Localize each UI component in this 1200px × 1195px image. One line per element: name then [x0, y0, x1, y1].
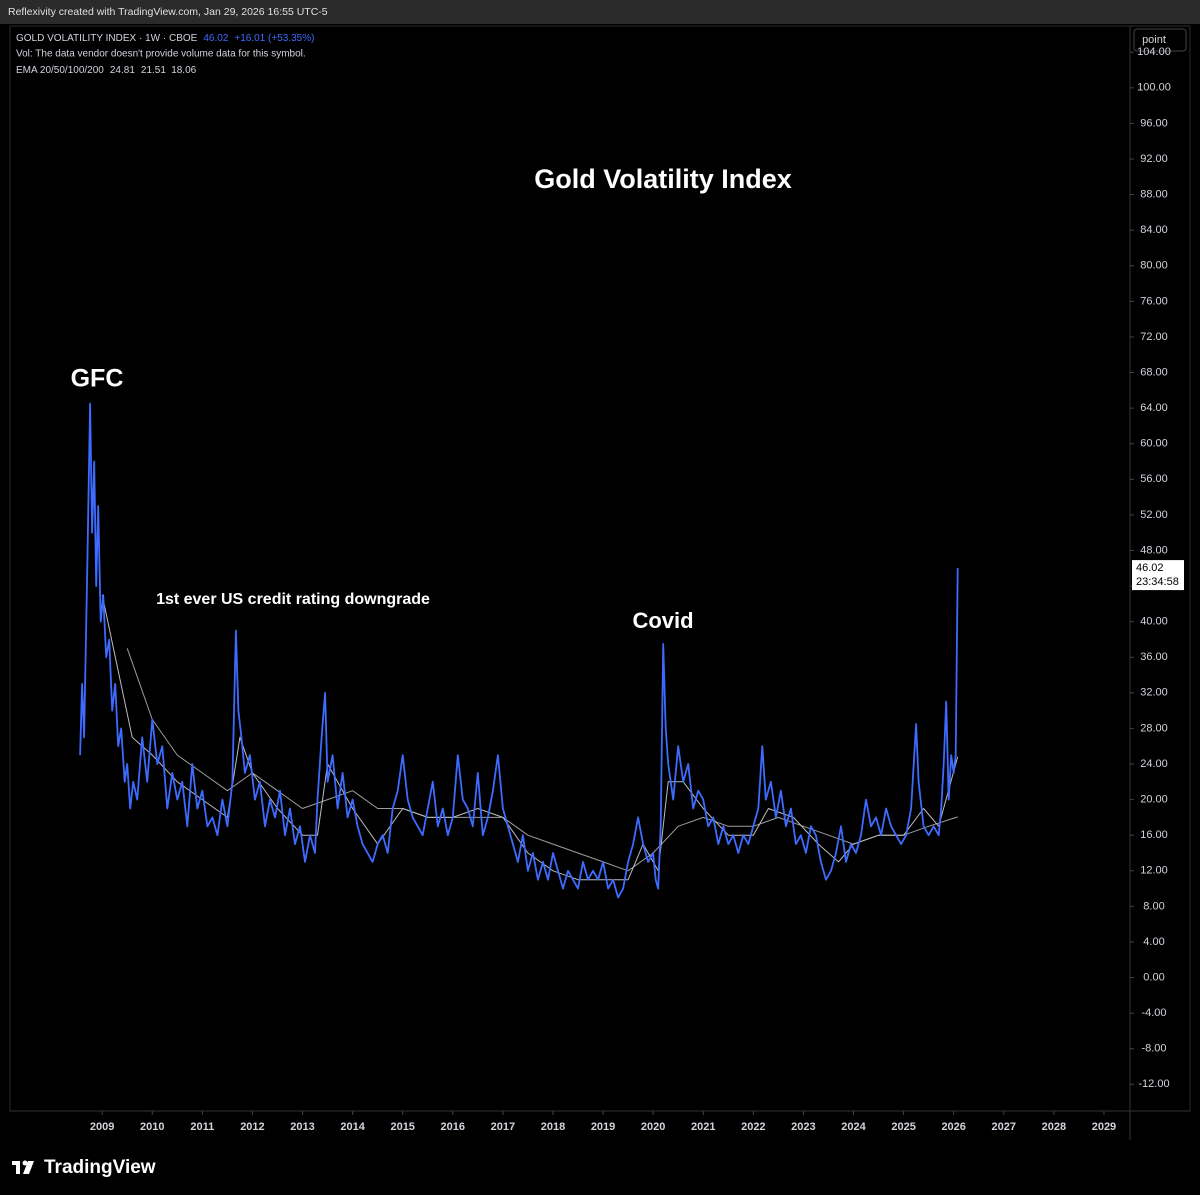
- logo: [12, 1160, 34, 1174]
- y-tick-label: 16.00: [1140, 829, 1168, 841]
- x-tick-label: 2013: [290, 1121, 314, 1133]
- x-tick-label: 2020: [641, 1121, 665, 1133]
- x-tick-label: 2018: [541, 1121, 565, 1133]
- top-bar: [0, 0, 1200, 24]
- y-tick-label: 56.00: [1140, 473, 1168, 485]
- y-tick-label: 48.00: [1140, 544, 1168, 556]
- y-tick-label: 92.00: [1140, 153, 1168, 165]
- ema-value: 24.81: [110, 65, 135, 76]
- y-tick-label: 60.00: [1140, 438, 1168, 450]
- volume-note: Vol: The data vendor doesn't provide vol…: [16, 49, 306, 60]
- branding: TradingView: [44, 1157, 156, 1178]
- y-tick-label: 36.00: [1140, 651, 1168, 663]
- x-tick-label: 2024: [841, 1121, 866, 1133]
- x-tick-label: 2012: [240, 1121, 264, 1133]
- ema-value: 18.06: [171, 65, 196, 76]
- y-tick-label: 12.00: [1140, 865, 1168, 877]
- x-tick-label: 2014: [340, 1121, 365, 1133]
- chart-title: Gold Volatility Index: [534, 164, 792, 194]
- symbol: GOLD VOLATILITY INDEX · 1W · CBOE: [16, 33, 198, 44]
- x-tick-label: 2021: [691, 1121, 715, 1133]
- ema-line: [126, 648, 958, 872]
- y-tick-label: -4.00: [1141, 1007, 1166, 1019]
- y-tick-label: 4.00: [1143, 936, 1164, 948]
- y-tick-label: 20.00: [1140, 794, 1168, 806]
- price-line: [79, 402, 959, 899]
- y-tick-label: 0.00: [1143, 971, 1164, 983]
- change: +16.01 (+53.35%): [234, 33, 314, 44]
- x-tick-label: 2010: [140, 1121, 164, 1133]
- x-tick-label: 2027: [992, 1121, 1016, 1133]
- plot: -12.00 -8.00 -4.00 0.00 4.00 8.00 12.00 16.00 20…: [71, 46, 1184, 1133]
- ema-line: [101, 594, 959, 881]
- last-price-box: [1132, 560, 1184, 591]
- point-button[interactable]: [1133, 28, 1187, 52]
- x-tick-label: 2011: [190, 1121, 214, 1133]
- y-tick-label: 68.00: [1140, 366, 1168, 378]
- last-price: 46.02: [203, 33, 228, 44]
- ema-label: EMA 20/50/100/200: [16, 65, 104, 76]
- y-tick-label: 100.00: [1137, 82, 1171, 94]
- y-tick-label: -12.00: [1138, 1078, 1169, 1090]
- x-tick-label: 2017: [491, 1121, 515, 1133]
- y-tick-label: 104.00: [1137, 46, 1171, 58]
- y-tick-label: 72.00: [1140, 331, 1168, 343]
- y-tick-label: 28.00: [1140, 722, 1168, 734]
- x-tick-label: 2022: [741, 1121, 765, 1133]
- y-tick-label: 52.00: [1140, 509, 1168, 521]
- x-tick-label: 2029: [1092, 1121, 1116, 1133]
- y-tick-label: 32.00: [1140, 687, 1168, 699]
- annotation: Covid: [632, 608, 693, 633]
- y-tick-label: 8.00: [1143, 900, 1164, 912]
- ema-legend: EMA 20/50/100/200 24.81 21.51 18.06: [16, 65, 197, 76]
- y-tick-label: 84.00: [1140, 224, 1168, 236]
- y-tick-label: 64.00: [1140, 402, 1168, 414]
- x-tick-label: 2015: [390, 1121, 414, 1133]
- x-tick-label: 2009: [90, 1121, 114, 1133]
- x-tick-label: 2026: [941, 1121, 965, 1133]
- x-tick-label: 2019: [591, 1121, 615, 1133]
- countdown-label: 23:34:58: [1136, 576, 1179, 588]
- y-tick-label: 24.00: [1140, 758, 1168, 770]
- y-tick-label: 96.00: [1140, 117, 1168, 129]
- y-tick-label: -8.00: [1141, 1043, 1166, 1055]
- y-tick-label: 76.00: [1140, 295, 1168, 307]
- annotation: GFC: [71, 365, 124, 393]
- x-tick-label: 2016: [441, 1121, 465, 1133]
- x-tick-label: 2023: [791, 1121, 815, 1133]
- credit: Reflexivity created with TradingView.com…: [8, 6, 328, 18]
- legend-line: GOLD VOLATILITY INDEX · 1W · CBOE 46.02 +1…: [16, 33, 314, 44]
- y-tick-label: 88.00: [1140, 189, 1168, 201]
- x-tick-label: 2028: [1042, 1121, 1066, 1133]
- point-button-label[interactable]: point: [1142, 34, 1166, 46]
- last-price-label: 46.02: [1136, 562, 1164, 574]
- ema-value: 21.51: [141, 65, 166, 76]
- y-tick-label: 40.00: [1140, 616, 1168, 628]
- y-tick-label: 80.00: [1140, 260, 1168, 272]
- annotation: 1st ever US credit rating downgrade: [156, 591, 430, 608]
- x-tick-label: 2025: [891, 1121, 915, 1133]
